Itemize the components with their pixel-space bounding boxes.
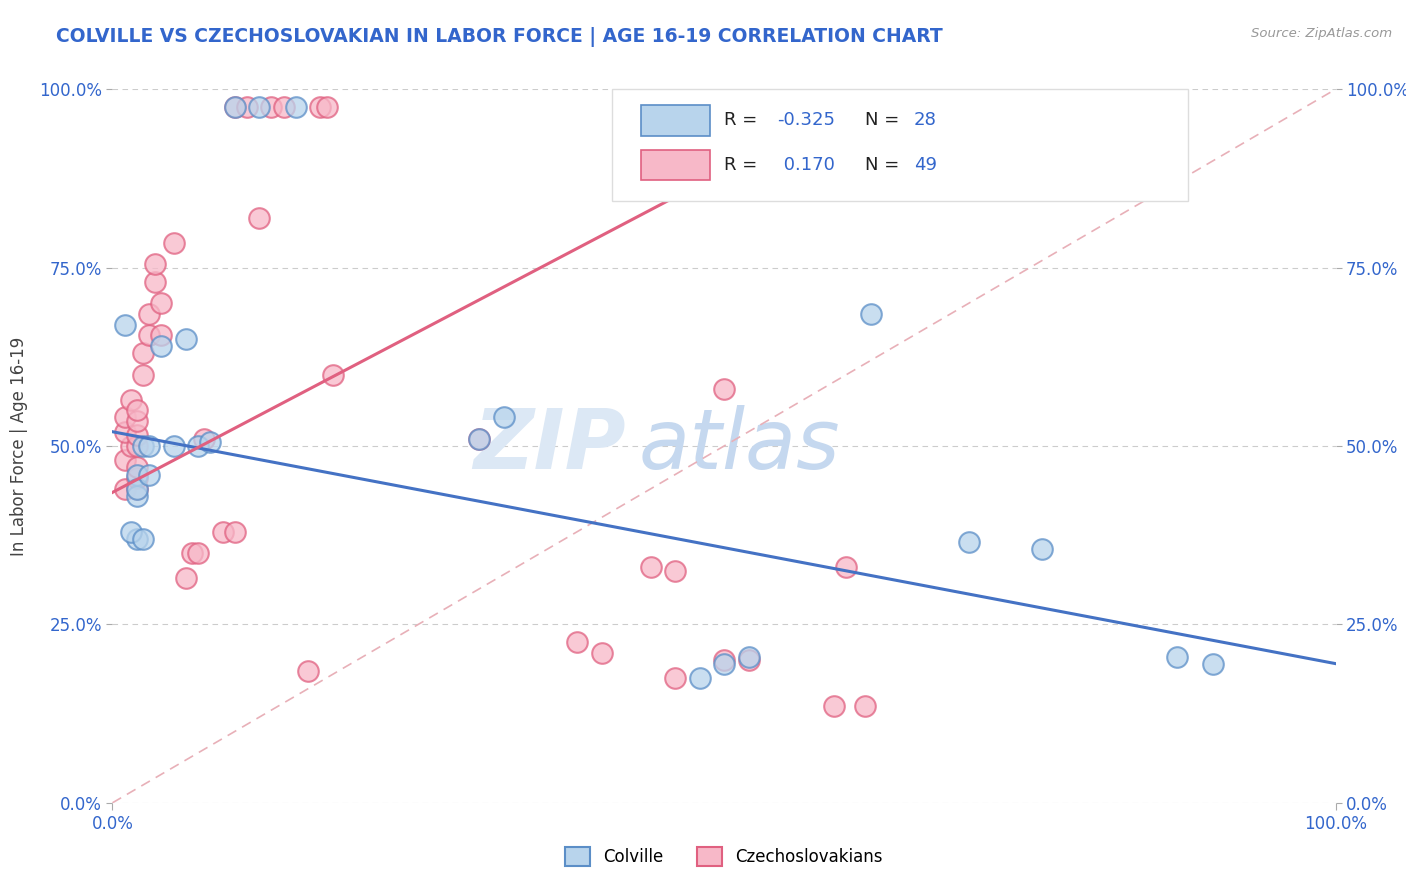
Point: [315, 100, 337, 114]
Point: [193, 432, 215, 446]
Point: [114, 482, 136, 496]
Point: [492, 410, 515, 425]
Text: ZIP: ZIP: [474, 406, 626, 486]
Point: [181, 546, 204, 560]
Point: [713, 653, 735, 667]
Point: [322, 368, 344, 382]
Point: [138, 307, 160, 321]
Point: [138, 467, 160, 482]
Legend: Colville, Czechoslovakians: Colville, Czechoslovakians: [558, 840, 890, 873]
Point: [247, 211, 270, 225]
Point: [591, 646, 613, 660]
Point: [125, 467, 148, 482]
Text: 49: 49: [914, 156, 936, 174]
Point: [150, 296, 173, 310]
Text: N =: N =: [865, 156, 904, 174]
Point: [260, 100, 283, 114]
Text: -0.325: -0.325: [778, 112, 835, 129]
Point: [664, 564, 686, 578]
Point: [125, 414, 148, 428]
Point: [737, 649, 759, 664]
Point: [468, 432, 491, 446]
Point: [120, 392, 142, 407]
Point: [200, 435, 222, 450]
Point: [737, 653, 759, 667]
Point: [114, 453, 136, 467]
Y-axis label: In Labor Force | Age 16-19: In Labor Force | Age 16-19: [10, 336, 28, 556]
Point: [150, 328, 173, 343]
Text: COLVILLE VS CZECHOSLOVAKIAN IN LABOR FORCE | AGE 16-19 CORRELATION CHART: COLVILLE VS CZECHOSLOVAKIAN IN LABOR FOR…: [56, 27, 943, 46]
Point: [120, 524, 142, 539]
Point: [713, 382, 735, 396]
Point: [664, 671, 686, 685]
Point: [247, 100, 270, 114]
Point: [273, 100, 295, 114]
Point: [297, 664, 319, 678]
Text: 28: 28: [914, 112, 936, 129]
Point: [640, 560, 662, 574]
Point: [957, 535, 980, 549]
Point: [163, 235, 186, 250]
Point: [132, 532, 155, 546]
Point: [859, 307, 882, 321]
Text: 0.170: 0.170: [778, 156, 834, 174]
Point: [835, 560, 858, 574]
Point: [284, 100, 308, 114]
Point: [236, 100, 259, 114]
Point: [163, 439, 186, 453]
Text: R =: R =: [724, 156, 763, 174]
Point: [125, 482, 148, 496]
Text: atlas: atlas: [638, 406, 841, 486]
Text: Source: ZipAtlas.com: Source: ZipAtlas.com: [1251, 27, 1392, 40]
Point: [224, 524, 246, 539]
Point: [187, 546, 209, 560]
Point: [174, 571, 197, 585]
Point: [125, 403, 148, 417]
Point: [138, 328, 160, 343]
Point: [823, 699, 845, 714]
Point: [174, 332, 197, 346]
Point: [138, 439, 160, 453]
Point: [567, 635, 589, 649]
Text: R =: R =: [724, 112, 763, 129]
Point: [143, 275, 166, 289]
Point: [125, 439, 148, 453]
Point: [125, 460, 148, 475]
Point: [114, 425, 136, 439]
Point: [120, 439, 142, 453]
Point: [224, 100, 246, 114]
Point: [132, 368, 155, 382]
Point: [224, 100, 246, 114]
Point: [150, 339, 173, 353]
Point: [211, 524, 233, 539]
Point: [1202, 657, 1225, 671]
Text: N =: N =: [865, 112, 904, 129]
Point: [468, 432, 491, 446]
Point: [125, 471, 148, 485]
Point: [114, 318, 136, 332]
Point: [713, 657, 735, 671]
Point: [309, 100, 332, 114]
Point: [853, 699, 876, 714]
Point: [143, 257, 166, 271]
Point: [125, 532, 148, 546]
Point: [187, 439, 209, 453]
Point: [125, 489, 148, 503]
Point: [689, 671, 711, 685]
Point: [1031, 542, 1053, 557]
Point: [114, 410, 136, 425]
Point: [132, 439, 155, 453]
Point: [125, 482, 148, 496]
Point: [1166, 649, 1188, 664]
Point: [125, 428, 148, 442]
Point: [132, 346, 155, 360]
